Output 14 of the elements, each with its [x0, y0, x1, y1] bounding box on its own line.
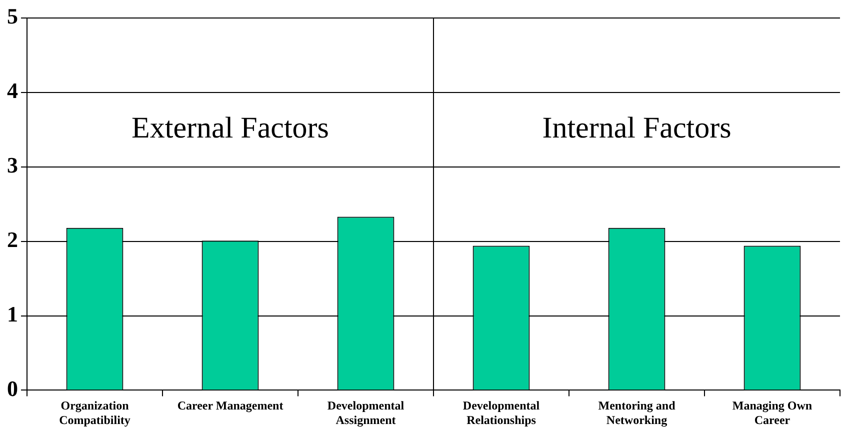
- x-tick-label: Career Management: [177, 398, 284, 412]
- x-tick-label: Managing Own Career: [732, 398, 812, 427]
- x-tick-label: Developmental Relationships: [462, 398, 540, 427]
- y-tick-label: 3: [7, 152, 18, 178]
- y-tick-label: 5: [7, 4, 18, 29]
- y-tick-label: 2: [7, 227, 18, 252]
- x-tick-label: Mentoring and Networking: [598, 398, 676, 427]
- y-tick-label: 1: [7, 301, 18, 326]
- y-tick-label: 0: [7, 376, 18, 401]
- y-tick-label: 4: [7, 78, 18, 104]
- annotation: External Factors: [132, 112, 329, 145]
- x-tick-label: Organization Compatibility: [59, 398, 130, 427]
- x-tick-label: Developmental Assignment: [327, 398, 405, 427]
- annotation: Internal Factors: [542, 112, 732, 145]
